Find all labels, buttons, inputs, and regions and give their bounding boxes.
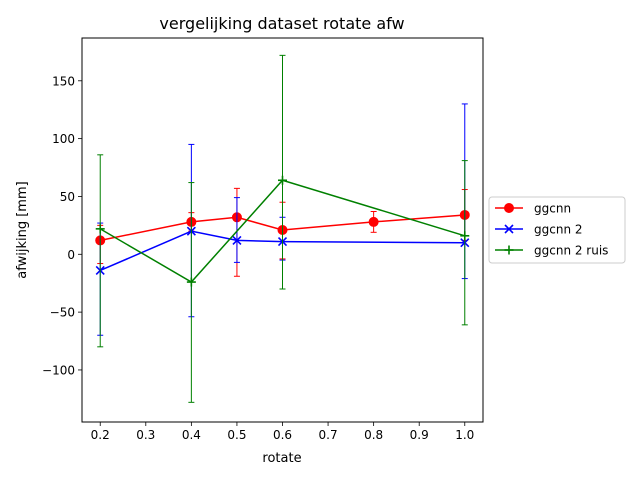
data-point xyxy=(278,175,287,185)
y-tick-label: 150 xyxy=(52,74,75,88)
y-tick-label: 50 xyxy=(60,190,75,204)
y-axis-label: afwijking [mm] xyxy=(15,181,30,278)
y-tick-label: −50 xyxy=(50,306,75,320)
x-tick-label: 0.2 xyxy=(91,428,110,442)
error-bar xyxy=(461,160,468,326)
x-tick-label: 0.7 xyxy=(319,428,338,442)
x-tick-label: 0.5 xyxy=(227,428,246,442)
legend-entry: ggcnn 2 ruis xyxy=(495,244,608,258)
x-tick-label: 0.6 xyxy=(273,428,292,442)
legend-label: ggcnn xyxy=(534,202,571,216)
x-tick-label: 1.0 xyxy=(455,428,474,442)
y-tick-label: 100 xyxy=(52,132,75,146)
y-tick-label: 0 xyxy=(67,248,75,262)
y-axis: −100 −50 0 50 100 150 xyxy=(42,74,82,377)
y-tick-label: −100 xyxy=(42,363,75,377)
x-tick-label: 0.8 xyxy=(364,428,383,442)
error-bar xyxy=(279,54,286,290)
legend-label: ggcnn 2 ruis xyxy=(534,244,608,258)
x-tick-label: 0.3 xyxy=(136,428,155,442)
x-tick-label: 0.4 xyxy=(182,428,201,442)
data-point xyxy=(368,216,379,227)
legend-marker xyxy=(504,224,514,234)
legend-marker xyxy=(504,245,514,255)
data-point xyxy=(460,231,470,241)
plot-area xyxy=(95,54,470,403)
data-point xyxy=(232,235,242,245)
legend-label: ggcnn 2 xyxy=(534,223,583,237)
series-ggcnn-2-ruis xyxy=(95,54,470,403)
legend-marker xyxy=(504,203,514,213)
legend: ggcnn ggcnn 2 ggcnn 2 ruis xyxy=(488,196,626,264)
error-bar xyxy=(97,154,104,348)
error-bar xyxy=(188,182,195,403)
error-bar xyxy=(233,197,240,263)
x-tick-label: 0.9 xyxy=(410,428,429,442)
data-point xyxy=(186,277,196,287)
chart-title: vergelijking dataset rotate afw xyxy=(159,14,404,33)
series-line xyxy=(99,179,465,284)
data-point xyxy=(95,224,105,234)
legend-entry: ggcnn xyxy=(495,202,571,216)
legend-box xyxy=(488,196,626,264)
x-axis-label: rotate xyxy=(262,451,301,466)
x-axis: 0.2 0.3 0.4 0.5 0.6 0.7 0.8 0.9 1.0 xyxy=(91,422,474,442)
legend-entry: ggcnn 2 xyxy=(495,223,583,237)
series-line xyxy=(100,214,465,242)
